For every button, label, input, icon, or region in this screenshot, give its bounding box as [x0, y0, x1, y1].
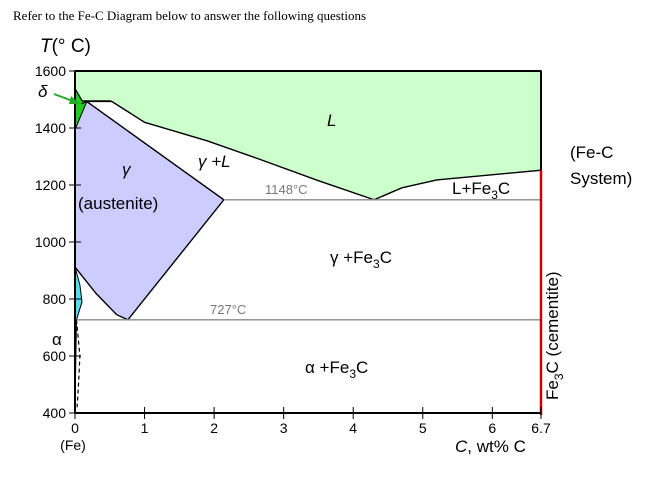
gamma-liquid-label: γ +L — [198, 152, 231, 171]
austenite-label: (austenite) — [78, 194, 158, 213]
cementite-axis-label: Fe3C (cementite) — [543, 271, 566, 400]
phase-regions — [74, 70, 542, 408]
delta-label: δ — [38, 82, 48, 101]
x-tick-label: 1 — [141, 420, 149, 436]
y-tick-label: 600 — [43, 348, 67, 364]
phase-lines — [75, 100, 543, 415]
y-tick-label: 1600 — [35, 63, 66, 79]
solvus-line — [75, 319, 81, 408]
x-tick-label: 6 — [488, 420, 496, 436]
y-tick-label: 1000 — [35, 234, 66, 250]
x-axis-label: C, wt% C — [455, 437, 526, 456]
y-tick-label: 400 — [43, 405, 67, 421]
x-tick-label: 2 — [210, 420, 218, 436]
x-origin-sublabel: (Fe) — [60, 437, 86, 453]
x-tick-label: 6.7 — [531, 420, 551, 436]
alpha-label: α — [52, 330, 62, 349]
y-axis-label: T(° C) — [40, 36, 91, 57]
gamma-fe3c-label: γ +Fe3C — [330, 248, 392, 271]
system-label-line1: (Fe-C — [570, 143, 613, 162]
delta-arrowhead — [69, 96, 80, 104]
x-tick-label: 5 — [419, 420, 427, 436]
system-label-line2: System) — [570, 169, 632, 188]
y-tick-label: 800 — [43, 291, 67, 307]
alpha-fe3c-label: α +Fe3C — [305, 358, 368, 381]
axes: 400 600 800 1000 1200 1400 1600 0 1 2 3 4 5 6 6.7 (Fe) — [35, 63, 551, 453]
page-title: Refer to the Fe-C Diagram below to answe… — [13, 8, 367, 23]
solidus-line — [81, 100, 88, 105]
y-tick-label: 1200 — [35, 177, 66, 193]
y-tick-label: 1400 — [35, 120, 66, 136]
gamma-label: γ — [122, 160, 132, 179]
liquid-fe3c-label: L+Fe3C — [452, 179, 510, 202]
x-tick-label: 3 — [280, 420, 288, 436]
labels: T(° C) C, wt% C δ α Lγ (austenite) γ +L L+Fe3C γ… — [38, 36, 632, 456]
isotherm-label-1148: 1148°C — [265, 182, 308, 197]
liquid-label: L — [327, 111, 336, 130]
isotherm-label-727: 727°C — [210, 302, 246, 317]
x-tick-label: 4 — [349, 420, 357, 436]
x-tick-label: 0 — [71, 420, 79, 436]
